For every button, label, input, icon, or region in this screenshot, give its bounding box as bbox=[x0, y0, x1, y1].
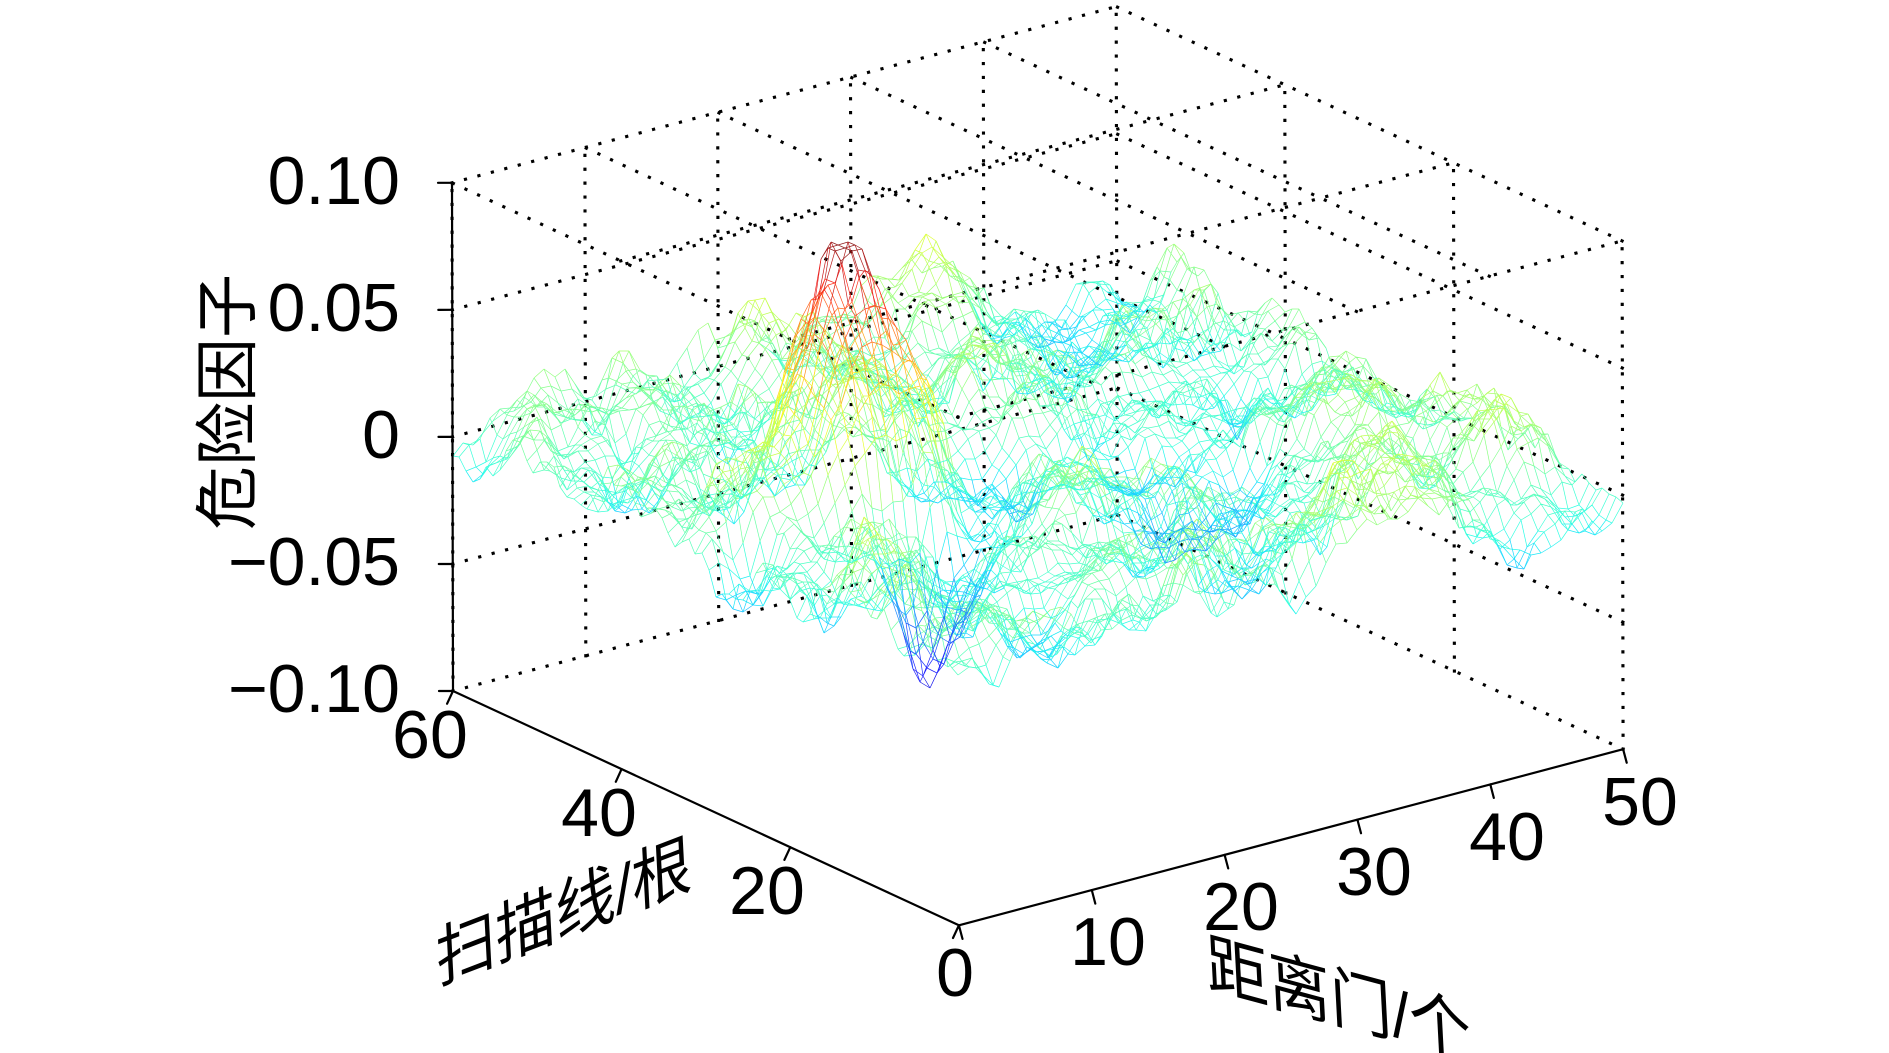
svg-text:−0.10: −0.10 bbox=[228, 651, 400, 727]
svg-text:40: 40 bbox=[1469, 799, 1545, 875]
svg-text:20: 20 bbox=[729, 853, 805, 929]
svg-text:0: 0 bbox=[362, 397, 400, 473]
svg-text:10: 10 bbox=[1070, 904, 1146, 980]
svg-text:危险因子: 危险因子 bbox=[192, 274, 264, 530]
svg-text:50: 50 bbox=[1602, 764, 1678, 840]
svg-text:0.10: 0.10 bbox=[268, 143, 400, 219]
svg-text:30: 30 bbox=[1336, 834, 1412, 910]
svg-text:−0.05: −0.05 bbox=[228, 524, 400, 600]
svg-text:0: 0 bbox=[936, 935, 974, 1011]
svg-text:0.05: 0.05 bbox=[268, 270, 400, 346]
svg-text:60: 60 bbox=[392, 697, 468, 773]
svg-text:40: 40 bbox=[561, 775, 637, 851]
